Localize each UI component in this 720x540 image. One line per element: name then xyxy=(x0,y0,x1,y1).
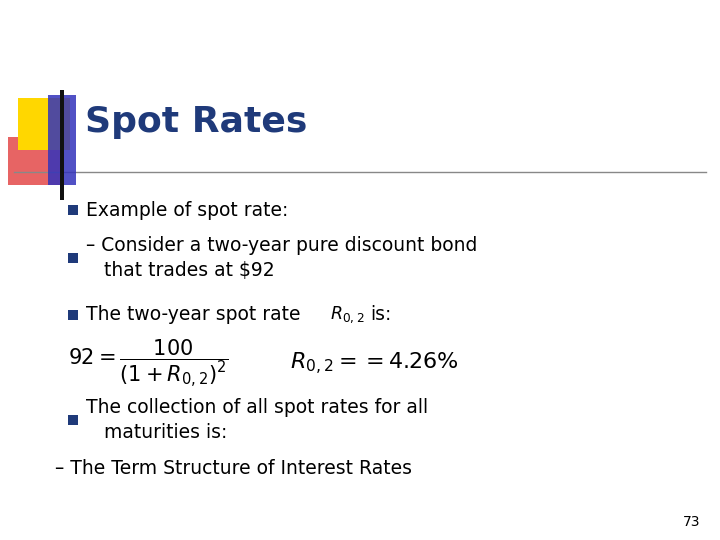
Text: $R_{0,2}$: $R_{0,2}$ xyxy=(330,305,364,325)
Text: The collection of all spot rates for all
   maturities is:: The collection of all spot rates for all… xyxy=(86,397,428,442)
Bar xyxy=(68,415,78,425)
Bar xyxy=(60,90,64,200)
Text: Spot Rates: Spot Rates xyxy=(85,105,307,139)
Text: Example of spot rate:: Example of spot rate: xyxy=(86,200,289,219)
Text: – The Term Structure of Interest Rates: – The Term Structure of Interest Rates xyxy=(55,458,412,477)
Text: – Consider a two-year pure discount bond
   that trades at $92: – Consider a two-year pure discount bond… xyxy=(86,235,477,280)
Bar xyxy=(68,205,78,215)
Text: $92 = \dfrac{100}{(1+R_{0,2})^{2}}$: $92 = \dfrac{100}{(1+R_{0,2})^{2}}$ xyxy=(68,338,228,390)
Text: $R_{0,2} == 4.26\%$: $R_{0,2} == 4.26\%$ xyxy=(290,351,459,377)
Text: is:: is: xyxy=(370,306,392,325)
Text: 73: 73 xyxy=(683,515,700,529)
Bar xyxy=(48,95,76,185)
Bar xyxy=(8,137,60,185)
Bar xyxy=(18,98,70,150)
Bar xyxy=(68,310,78,320)
Text: The two-year spot rate: The two-year spot rate xyxy=(86,306,300,325)
Bar xyxy=(68,253,78,263)
